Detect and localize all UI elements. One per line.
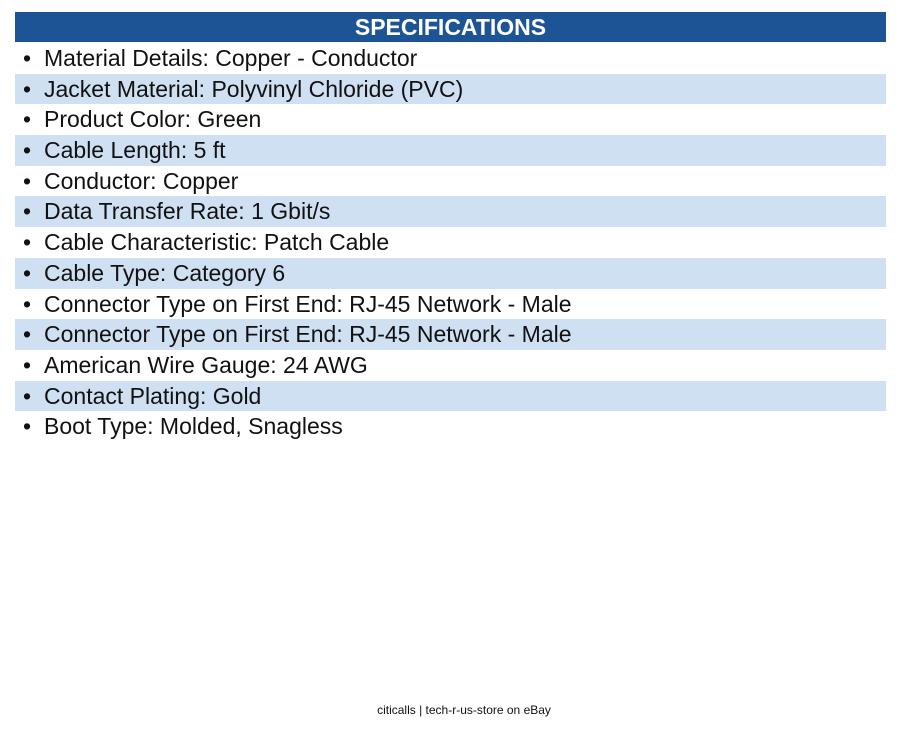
spec-item: Cable Type: Category 6 [15, 257, 886, 289]
spec-list: Material Details: Copper - ConductorJack… [15, 43, 886, 442]
spec-item: American Wire Gauge: 24 AWG [15, 350, 886, 381]
spec-item: Jacket Material: Polyvinyl Chloride (PVC… [15, 73, 886, 105]
spec-item: Cable Characteristic: Patch Cable [15, 227, 886, 258]
spec-item: Data Transfer Rate: 1 Gbit/s [15, 196, 886, 228]
spec-item: Contact Plating: Gold [15, 380, 886, 412]
spec-item: Boot Type: Molded, Snagless [15, 411, 886, 442]
header-bar: SPECIFICATIONS [15, 12, 886, 42]
spec-item: Material Details: Copper - Conductor [15, 43, 886, 74]
header-title: SPECIFICATIONS [354, 14, 547, 40]
spec-item: Connector Type on First End: RJ-45 Netwo… [15, 319, 886, 350]
spec-item: Cable Length: 5 ft [15, 135, 886, 166]
spec-item: Connector Type on First End: RJ-45 Netwo… [15, 289, 886, 320]
footer: citicalls | tech-r-us-store on eBay [377, 703, 551, 717]
spec-item: Product Color: Green [15, 104, 886, 135]
spec-item: Conductor: Copper [15, 166, 886, 197]
